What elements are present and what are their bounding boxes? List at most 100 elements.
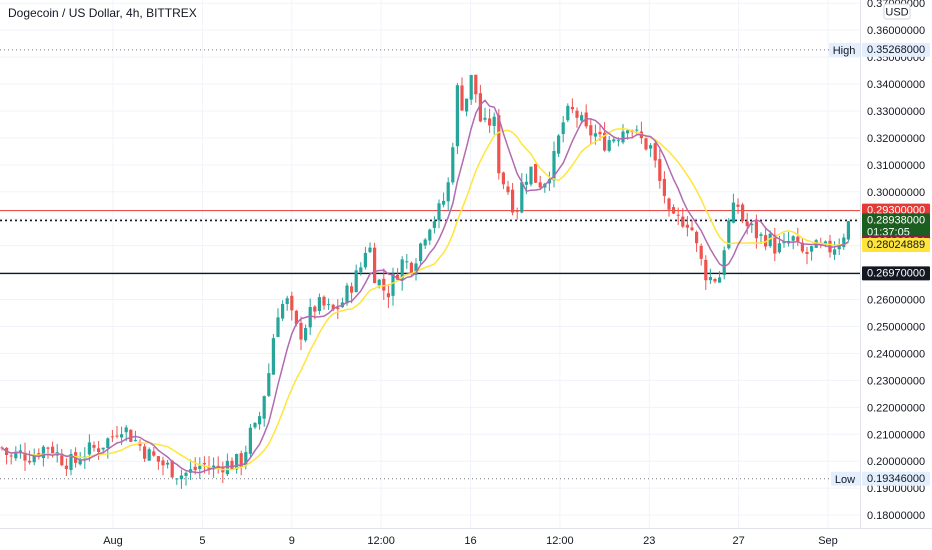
- candle-body: [566, 105, 570, 121]
- candle-body: [317, 297, 321, 312]
- candle-body: [248, 427, 252, 454]
- candle-body: [198, 465, 202, 470]
- candle-body: [92, 444, 96, 448]
- candle-body: [409, 262, 413, 274]
- candle-body: [474, 74, 478, 95]
- candle-body: [492, 116, 496, 126]
- candle-body: [285, 298, 289, 305]
- candle-body: [41, 446, 45, 459]
- candle-body: [120, 434, 124, 438]
- candle-body: [759, 234, 763, 236]
- moving-averages: [1, 99, 849, 474]
- candle-body: [833, 249, 837, 255]
- moving-average-slow-line: [1, 127, 849, 471]
- candle-body: [373, 247, 377, 284]
- candle-body: [322, 296, 326, 306]
- candle-body: [308, 307, 312, 328]
- candle-body: [667, 198, 671, 210]
- candle-body: [690, 227, 694, 231]
- candle-body: [405, 261, 409, 263]
- candle-body: [469, 75, 473, 100]
- support-price-tag-bg: [862, 266, 930, 281]
- candle-body: [538, 182, 542, 188]
- candle-body: [23, 452, 27, 461]
- candle-body: [207, 466, 211, 469]
- high-label-bg: [829, 42, 860, 57]
- candle-body: [276, 317, 280, 337]
- currency-label: USD: [885, 7, 908, 19]
- candle-body: [718, 277, 722, 283]
- candle-body: [161, 460, 165, 466]
- price-axis[interactable]: 0.370000000.360000000.350000000.34000000…: [867, 0, 925, 522]
- x-tick-label: 9: [289, 535, 295, 547]
- candle-body: [488, 118, 492, 126]
- candle-body: [635, 129, 639, 131]
- candle-body: [842, 237, 846, 248]
- candle-body: [166, 462, 170, 465]
- candle-body: [580, 115, 584, 121]
- candle-body: [465, 98, 469, 112]
- candle-body: [570, 106, 574, 110]
- high-price-tag: 0.35268000: [862, 42, 930, 57]
- candle-body: [235, 453, 239, 470]
- candle-body: [345, 285, 349, 304]
- candle-body: [497, 115, 501, 174]
- y-tick-label: 0.19000000: [867, 483, 925, 495]
- y-tick-label: 0.23000000: [867, 375, 925, 387]
- y-tick-label: 0.22000000: [867, 402, 925, 414]
- candle-body: [653, 143, 657, 161]
- candle-body: [552, 151, 556, 181]
- candle-body: [359, 267, 363, 273]
- x-tick-label: Sep: [818, 535, 838, 547]
- candle-body: [713, 279, 717, 282]
- candle-body: [764, 235, 768, 247]
- candle-body: [432, 221, 436, 228]
- low-price-tag-text: 0.19346000: [867, 473, 925, 485]
- candle-body: [133, 439, 137, 441]
- candle-body: [97, 448, 101, 452]
- candle-body: [695, 231, 699, 244]
- candle-body: [9, 455, 13, 457]
- candle-body: [78, 459, 82, 465]
- chart-title: Dogecoin / US Dollar, 4h, BITTREX: [8, 6, 197, 20]
- candle-body: [87, 442, 91, 455]
- currency-badge[interactable]: USD: [883, 3, 911, 20]
- high-label: High: [833, 45, 856, 57]
- candle-body: [791, 236, 795, 241]
- candle-body: [313, 306, 317, 312]
- candle-body: [681, 216, 685, 227]
- candle-body: [561, 122, 565, 135]
- candle-body: [239, 453, 243, 468]
- candle-body: [810, 246, 814, 252]
- candle-body: [382, 278, 386, 291]
- candle-body: [290, 295, 294, 311]
- candle-body: [589, 125, 593, 136]
- candle-body: [626, 130, 630, 134]
- candle-body: [60, 453, 64, 466]
- candle-body: [175, 478, 179, 480]
- ma-slow-price-tag-text: 0.28024889: [867, 239, 925, 251]
- candle-body: [685, 224, 689, 228]
- candle-body: [386, 293, 390, 298]
- y-tick-label: 0.34000000: [867, 79, 925, 91]
- y-tick-label: 0.36000000: [867, 25, 925, 37]
- candle-body: [672, 207, 676, 214]
- candle-body: [520, 182, 524, 213]
- candle-body: [294, 310, 298, 325]
- chart-grid: [0, 0, 860, 528]
- y-tick-label: 0.21000000: [867, 429, 925, 441]
- candle-body: [731, 202, 735, 223]
- candle-body: [106, 438, 110, 448]
- candle-body: [501, 172, 505, 185]
- candle-body: [184, 472, 188, 476]
- candle-body: [363, 252, 367, 268]
- candle-body: [0, 447, 4, 449]
- time-axis[interactable]: Aug 5 9 12:00 16 12:00 23 27 Sep: [103, 535, 838, 547]
- candle-body: [179, 475, 183, 480]
- candle-body: [708, 276, 712, 281]
- low-label: Low: [835, 474, 855, 486]
- candle-body: [593, 133, 597, 137]
- candle-body: [428, 229, 432, 241]
- candle-body: [69, 453, 73, 470]
- candle-body: [32, 455, 36, 463]
